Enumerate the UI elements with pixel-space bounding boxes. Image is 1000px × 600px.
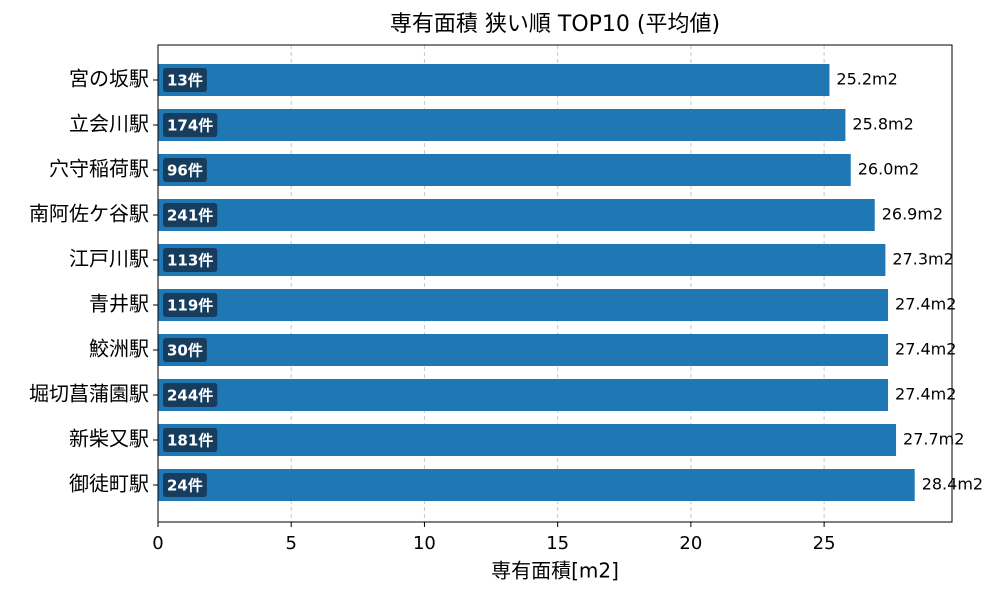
value-label: 27.3m2: [892, 250, 953, 269]
count-badge: [163, 113, 218, 137]
count-badge: [163, 203, 218, 227]
value-label: 27.4m2: [895, 295, 956, 314]
bar: [158, 154, 851, 186]
x-tick-label: 5: [285, 533, 296, 554]
value-label: 27.4m2: [895, 385, 956, 404]
y-tick-label: 新柴又駅: [69, 427, 149, 451]
count-badge: [163, 338, 207, 362]
y-tick-label: 堀切菖蒲園駅: [29, 382, 149, 406]
bar: [158, 64, 830, 96]
count-label: 119件: [167, 297, 213, 315]
count-label: 244件: [167, 387, 213, 405]
count-label: 174件: [167, 117, 213, 135]
x-axis-label: 専有面積[m2]: [491, 559, 619, 583]
y-tick-label: 南阿佐ケ谷駅: [29, 202, 149, 226]
y-tick-label: 穴守稲荷駅: [49, 157, 149, 181]
count-label: 181件: [167, 432, 213, 450]
count-badge: [163, 68, 207, 92]
bar: [158, 424, 897, 456]
bar: [158, 469, 915, 501]
value-label: 26.9m2: [882, 205, 943, 224]
x-tick-label: 15: [546, 533, 569, 554]
y-tick-label: 青井駅: [89, 292, 149, 316]
x-tick-label: 0: [152, 533, 163, 554]
value-label: 25.2m2: [836, 70, 897, 89]
y-tick-label: 立会川駅: [69, 112, 149, 136]
count-badge: [163, 473, 207, 497]
bar: [158, 199, 875, 231]
bar: [158, 379, 889, 411]
bar: [158, 289, 889, 321]
count-label: 113件: [167, 252, 213, 270]
y-tick-label: 江戸川駅: [69, 247, 149, 271]
count-label: 96件: [167, 162, 203, 180]
count-label: 13件: [167, 72, 203, 90]
count-label: 24件: [167, 477, 203, 495]
y-tick-label: 宮の坂駅: [69, 67, 149, 91]
bar: [158, 109, 846, 141]
x-tick-label: 20: [679, 533, 702, 554]
bar: [158, 334, 889, 366]
y-tick-label: 御徒町駅: [69, 472, 149, 496]
count-label: 241件: [167, 207, 213, 225]
x-tick-label: 25: [813, 533, 836, 554]
y-tick-label: 鮫洲駅: [89, 337, 149, 361]
value-label: 27.4m2: [895, 340, 956, 359]
x-tick-label: 10: [413, 533, 436, 554]
count-badge: [163, 158, 207, 182]
chart-title: 専有面積 狭い順 TOP10 (平均値): [390, 12, 720, 37]
value-label: 27.7m2: [903, 430, 964, 449]
count-badge: [163, 383, 218, 407]
count-badge: [163, 428, 218, 452]
count-label: 30件: [167, 342, 203, 360]
plot-frame: [157, 44, 953, 523]
value-label: 26.0m2: [858, 160, 919, 179]
bar: [158, 244, 886, 276]
value-label: 25.8m2: [852, 115, 913, 134]
count-badge: [163, 248, 218, 272]
count-badge: [163, 293, 218, 317]
